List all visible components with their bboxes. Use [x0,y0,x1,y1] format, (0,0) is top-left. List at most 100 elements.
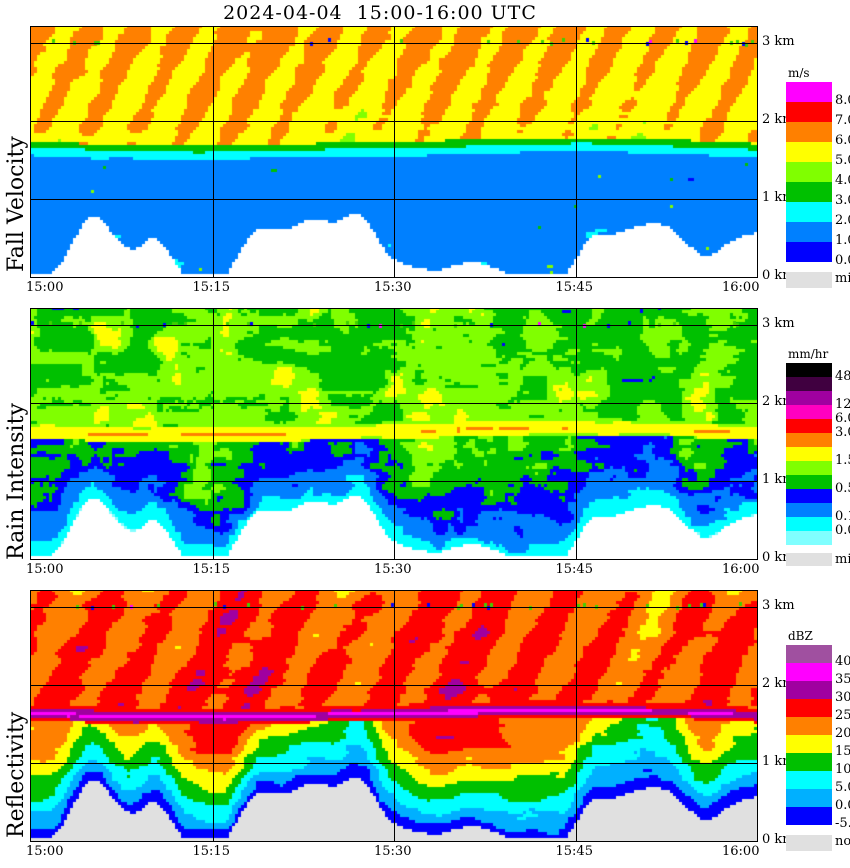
colorbar-band [786,82,832,102]
panel-title-reflectivity: Reflectivity [4,711,29,838]
y-axis-tick-label: 3 km [762,315,795,331]
colorbar-tick-label: 0.0 [835,253,850,268]
x-axis-tick-label: 15:15 [192,844,230,859]
page-title: 2024-04-04 15:00-16:00 UTC [223,2,537,24]
gridline-vertical [213,27,214,277]
colorbar-tick-label: 30.0 [835,690,850,705]
x-axis-tick-label: 16:00 [722,562,760,577]
colorbar-band [786,242,832,262]
plot-area-reflectivity [30,590,758,842]
gridline-vertical [394,309,395,559]
colorbar-missing-swatch [786,835,832,851]
colorbar-tick-label: 6.0 [835,133,850,148]
x-axis-tick-label: 15:45 [555,280,593,295]
colorbar-tick-label: 25.0 [835,708,850,723]
gridline-vertical [394,27,395,277]
colorbar-band [786,142,832,162]
colorbar-missing-swatch [786,553,832,566]
colorbar-tick-label: 5.0 [835,780,850,795]
colorbar-tick-label: 0.0 [835,523,850,538]
colorbar-band [786,735,832,753]
colorbar-tick-label: 0.5 [835,481,850,496]
colorbar-band [786,663,832,681]
colorbar-tick-label: 10.0 [835,762,850,777]
colorbar-tick-label: 2.0 [835,213,850,228]
gridline-vertical [576,27,577,277]
colorbar-band [786,807,832,825]
x-axis-tick-label: 15:30 [374,280,412,295]
x-axis-tick-label: 15:00 [26,844,64,859]
colorbar-tick-label: 8.0 [835,93,850,108]
panel-title-rain-intensity: Rain Intensity [4,403,29,560]
colorbar-missing-label: miss [835,552,850,567]
colorbar-band [786,645,832,663]
colorbar-band [786,363,832,377]
colorbar-tick-label: 3.0 [835,425,850,440]
colorbar-tick-label: 4.0 [835,173,850,188]
colorbar-band [786,433,832,447]
colorbar-band [786,699,832,717]
colorbar-missing-label: none [835,834,850,849]
gridline-vertical [213,591,214,841]
colorbar-band [786,771,832,789]
colorbar-tick-label: 5.0 [835,153,850,168]
colorbar-band [786,222,832,242]
colorbar-band [786,789,832,807]
colorbar-band [786,102,832,122]
plot-area-rain-intensity [30,308,758,560]
colorbar-band [786,461,832,475]
colorbar-tick-label: 3.0 [835,193,850,208]
colorbar-band [786,419,832,433]
colorbar-tick-label: 15.0 [835,744,850,759]
x-axis-tick-label: 15:30 [374,844,412,859]
colorbar-unit-label: mm/hr [788,347,829,361]
x-axis-tick-label: 15:15 [192,280,230,295]
y-axis-tick-label: 3 km [762,597,795,613]
colorbar-tick-label: 20.0 [835,726,850,741]
x-axis-tick-label: 16:00 [722,844,760,859]
colorbar-band [786,162,832,182]
colorbar-band [786,377,832,391]
colorbar-tick-label: 12.0 [835,397,850,412]
colorbar-tick-label: 35.0 [835,672,850,687]
colorbar-missing-swatch [786,272,832,288]
x-axis-tick-label: 15:00 [26,280,64,295]
colorbar-unit-label: m/s [788,66,810,80]
colorbar-tick-label: 1.0 [835,233,850,248]
x-axis-tick-label: 16:00 [722,280,760,295]
colorbar-tick-label: 0.0 [835,798,850,813]
colorbar-band [786,503,832,517]
colorbar-tick-label: 40.0 [835,654,850,669]
colorbar-band [786,122,832,142]
x-axis-tick-label: 15:30 [374,562,412,577]
colorbar-band [786,391,832,405]
colorbar-band [786,182,832,202]
colorbar-tick-label: 0.1 [835,509,850,524]
colorbar-tick-label: -5.0 [835,816,850,831]
gridline-vertical [213,309,214,559]
x-axis-tick-label: 15:45 [555,562,593,577]
x-axis-tick-label: 15:45 [555,844,593,859]
colorbar-tick-label: 1.5 [835,453,850,468]
x-axis-tick-label: 15:00 [26,562,64,577]
colorbar-band [786,489,832,503]
x-axis-tick-label: 15:15 [192,562,230,577]
colorbar-band [786,517,832,531]
gridline-vertical [576,591,577,841]
colorbar-tick-label: 6.0 [835,411,850,426]
plot-area-fall-velocity [30,26,758,278]
gridline-vertical [576,309,577,559]
panel-title-fall-velocity: Fall Velocity [4,136,29,272]
colorbar-tick-label: 7.0 [835,113,850,128]
colorbar-band [786,475,832,489]
gridline-vertical [394,591,395,841]
colorbar-unit-label: dBZ [788,629,813,643]
colorbar-tick-label: 48.0 [835,369,850,384]
colorbar-band [786,405,832,419]
colorbar-band [786,717,832,735]
colorbar-band [786,753,832,771]
y-axis-tick-label: 3 km [762,33,795,49]
colorbar-band [786,447,832,461]
colorbar-band [786,531,832,545]
